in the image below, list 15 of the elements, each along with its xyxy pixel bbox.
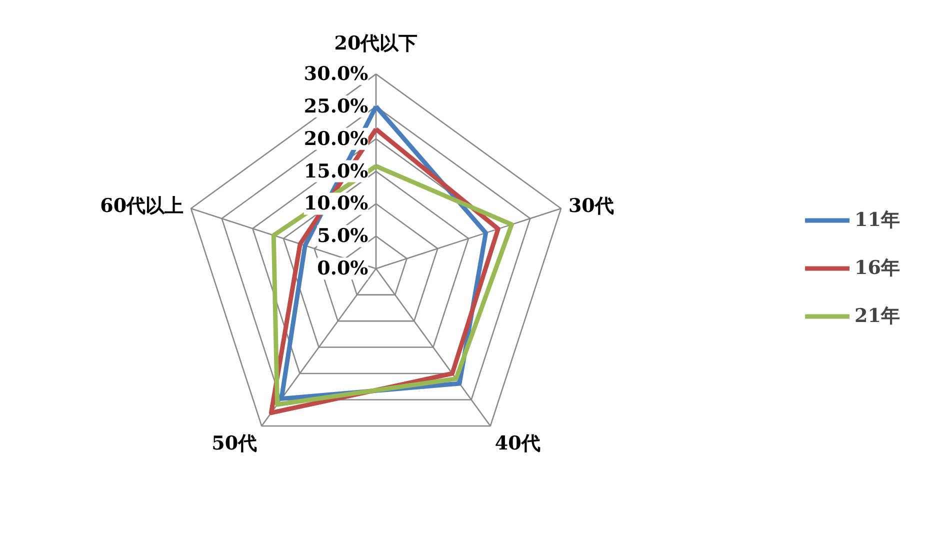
- y-tick-label: 10.0%: [304, 192, 368, 215]
- y-tick-label: 5.0%: [317, 225, 368, 248]
- y-tick-label: 20.0%: [304, 128, 368, 150]
- spoke-label: 40代: [494, 432, 540, 454]
- legend-label: 16年: [854, 256, 900, 280]
- spoke-label: 50代: [212, 432, 258, 454]
- y-tick-label: 30.0%: [304, 63, 368, 86]
- y-tick-label: 15.0%: [304, 160, 368, 182]
- spoke-label: 30代: [568, 195, 614, 218]
- y-tick-label: 25.0%: [304, 95, 368, 118]
- y-tick-label: 0.0%: [317, 258, 368, 280]
- legend-label: 11年: [854, 208, 900, 232]
- spoke-label: 60代以上: [100, 195, 184, 218]
- legend-label: 21年: [854, 304, 900, 328]
- spoke-label: 20代以下: [334, 32, 418, 55]
